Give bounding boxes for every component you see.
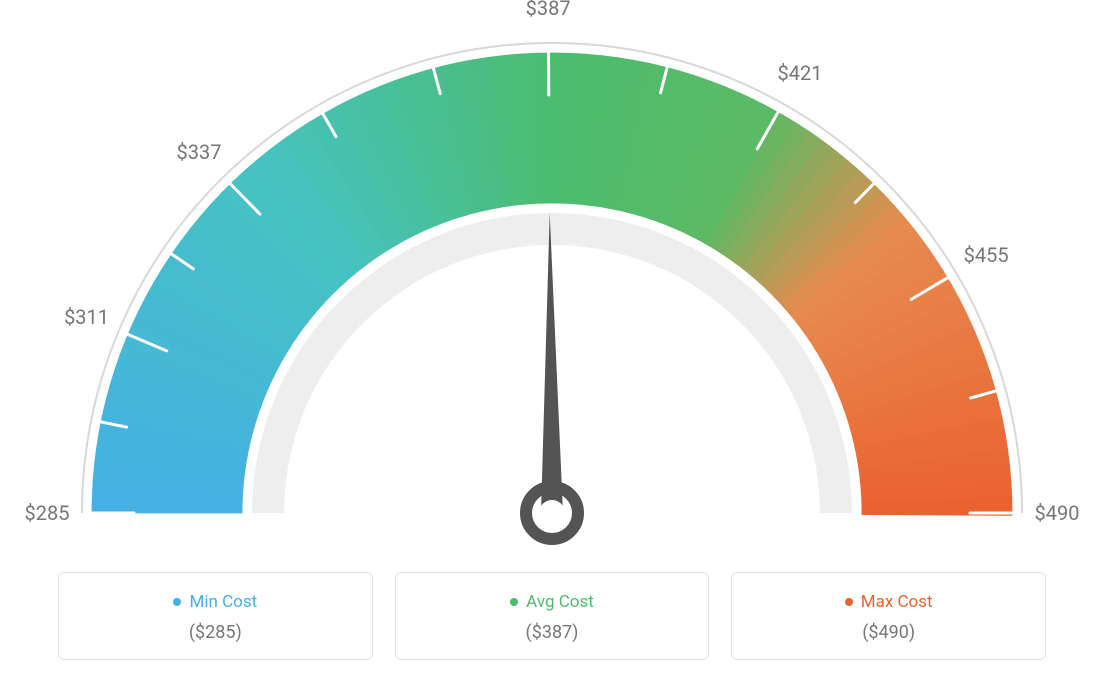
gauge-tick-label: $285: [25, 501, 70, 525]
legend-title: Max Cost: [845, 592, 933, 612]
legend-value: ($285): [69, 622, 362, 643]
legend-card-max-cost: Max Cost ($490): [731, 572, 1046, 660]
legend-label: Min Cost: [189, 592, 257, 612]
legend-dot-icon: [173, 598, 181, 606]
legend-value: ($490): [742, 622, 1035, 643]
gauge-needle: [541, 213, 563, 513]
legend-title: Min Cost: [173, 592, 257, 612]
legend-card-avg-cost: Avg Cost ($387): [395, 572, 710, 660]
legend-label: Avg Cost: [526, 592, 594, 612]
legend-title: Avg Cost: [510, 592, 594, 612]
legend-dot-icon: [845, 598, 853, 606]
gauge-tick-label: $455: [964, 243, 1009, 267]
gauge-tick-label: $387: [526, 0, 571, 20]
gauge-tick-label: $311: [64, 305, 109, 329]
gauge-svg: [0, 0, 1104, 555]
gauge-tick-label: $337: [177, 140, 222, 164]
gauge-tick-label: $490: [1035, 501, 1080, 525]
gauge-tick-label: $421: [778, 61, 823, 85]
legend-row: Min Cost ($285) Avg Cost ($387) Max Cost…: [58, 572, 1046, 660]
gauge-chart: $285 $311 $337 $387 $421 $455 $490: [0, 0, 1104, 555]
legend-card-min-cost: Min Cost ($285): [58, 572, 373, 660]
legend-value: ($387): [406, 622, 699, 643]
legend-label: Max Cost: [861, 592, 933, 612]
legend-dot-icon: [510, 598, 518, 606]
